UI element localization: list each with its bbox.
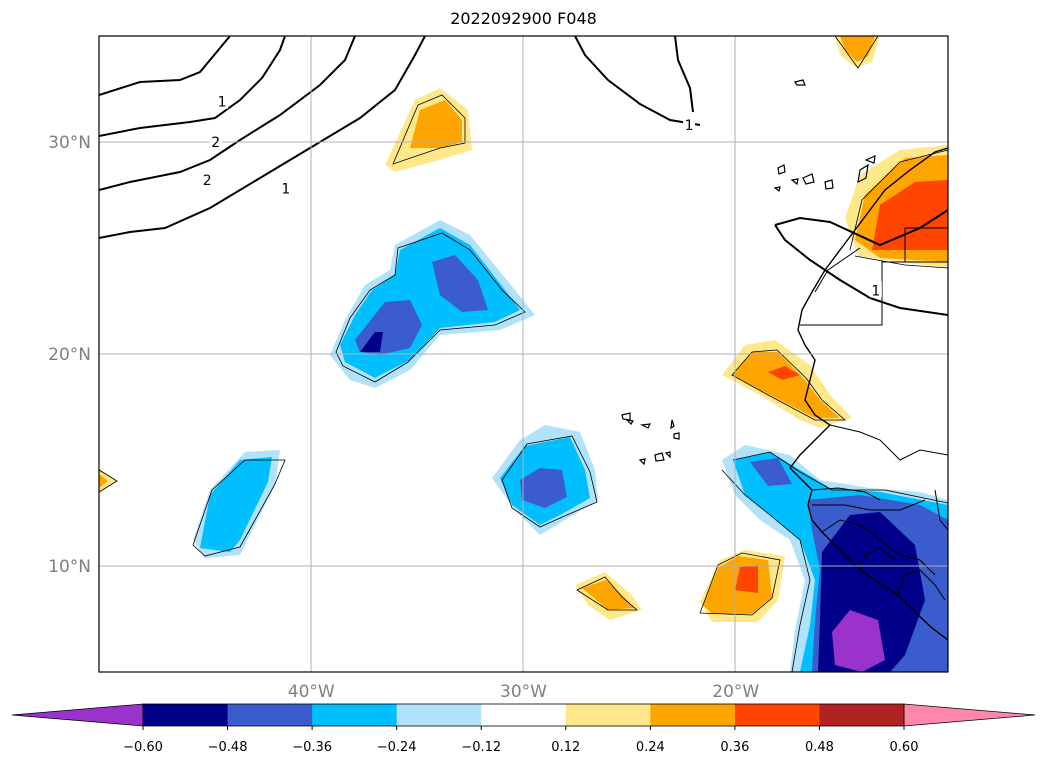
colorbar-tick-label: 0.12 [551,740,580,755]
colorbar-segment [650,704,736,726]
gridlines [99,36,948,672]
islands [621,79,876,466]
colorbar: −0.60 −0.48 −0.36 −0.24 −0.12 0.12 0.24 0.36 0.4… [11,703,1036,755]
colorbar-tick-label: 0.60 [890,740,919,755]
negative-anomaly-area [432,255,488,312]
colorbar-tick-label: −0.60 [123,740,163,755]
contour-label-bg [683,116,696,133]
colorbar-tick-label: −0.12 [461,740,501,755]
lon-tick-label: 40°W [288,682,335,702]
positive-anomaly-area [733,352,840,418]
latitude-labels: 30°N 20°N 10°N [48,133,91,577]
colorbar-frame [142,703,905,727]
contour-label: 1 [871,283,880,299]
positive-anomaly-area [410,100,462,148]
colorbar-tick-label: −0.48 [208,740,248,755]
map-frame [98,35,949,673]
negative-anomaly-area [520,468,567,508]
colorbar-extend-low [11,703,144,727]
colorbar-segment [481,704,567,726]
negative-anomaly-area [360,332,383,352]
country-borders [800,227,948,601]
colorbar-tick-label: 0.36 [720,740,749,755]
contour-label: 1 [685,118,694,134]
colorbar-segment [143,704,229,726]
colorbar-tick-label: −0.24 [377,740,417,755]
contour-label-bg [209,133,222,149]
lon-tick-label: 30°W [500,682,547,702]
positive-anomaly-area [872,180,948,250]
colorbar-segment [565,704,651,726]
colorbar-segment [227,704,313,726]
pressure-contours [99,36,948,316]
map-title: 2022092900 F048 [450,9,597,28]
contour-label-bg [279,179,292,196]
anomaly-fills [99,36,948,672]
positive-anomaly-area [735,565,758,593]
colorbar-segment [312,704,398,726]
contour-label: 2 [211,135,220,151]
contour-labels: 1 2 2 1 1 1 [201,92,882,299]
colorbar-segment [734,704,820,726]
colorbar-tick-label: −0.36 [292,740,332,755]
colorbar-tick-label: 0.48 [805,740,834,755]
contour-label: 2 [203,173,212,189]
longitude-labels: 40°W 30°W 20°W [288,682,760,702]
lat-tick-label: 20°N [48,345,91,365]
contour-label-bg [201,171,214,188]
positive-anomaly-area [768,366,800,380]
negative-anomaly-area [832,610,885,672]
negative-anomaly-area [200,457,272,552]
negative-anomaly-area [750,458,792,486]
lon-tick-label: 20°W [712,682,759,702]
contour-label: 1 [218,95,227,111]
anomaly-outlines [99,36,948,672]
contour-label: 1 [281,182,290,198]
map-plot-area: 1 2 2 1 1 1 [99,36,948,672]
colorbar-segment [396,704,482,726]
contour-label-bg [869,281,882,298]
colorbar-segment [819,704,905,726]
colorbar-tick-label: 0.24 [636,740,665,755]
lat-tick-label: 10°N [48,557,91,577]
positive-anomaly-area [582,580,635,610]
contour-label-bg [216,92,229,109]
lat-tick-label: 30°N [48,133,91,153]
colorbar-extend-high [903,703,1036,727]
positive-anomaly-area [99,474,108,488]
